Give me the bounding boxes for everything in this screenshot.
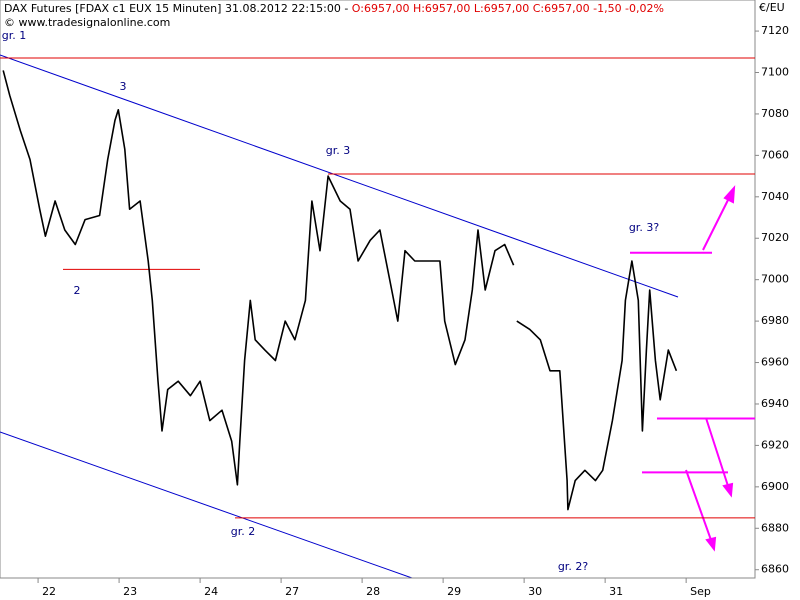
quote: O:6957,00 H:6957,00 L:6957,00 C:6957,00 … (352, 2, 664, 15)
header-line: DAX Futures [FDAX c1 EUX 15 Minuten] 31.… (4, 2, 664, 15)
trendlines (0, 54, 679, 578)
plot-area (0, 0, 756, 579)
arrow-head (723, 185, 736, 204)
y-tick-label: 6920 (761, 438, 789, 451)
y-tick-label: 7060 (761, 148, 789, 161)
annotation: gr. 3 (326, 144, 351, 157)
annotation: gr. 2 (231, 525, 256, 538)
y-tick-label: 6980 (761, 314, 789, 327)
y-tick-label: 7120 (761, 24, 789, 37)
y-tick-label: 6900 (761, 480, 789, 493)
y-tick-label: 7000 (761, 273, 789, 286)
upper-trendline (0, 54, 679, 298)
y-tick-label: 7080 (761, 107, 789, 120)
annotation: 2 (74, 284, 81, 297)
instrument: DAX Futures [FDAX c1 EUX 15 Minuten] 31.… (4, 2, 352, 15)
x-tick-label: 23 (123, 585, 137, 598)
arrow-down (705, 417, 729, 487)
projection-arrows (685, 185, 736, 552)
x-tick-label: 24 (204, 585, 218, 598)
y-tick-label: 7100 (761, 66, 789, 79)
y-tick-label: 6880 (761, 521, 789, 534)
y-tick-label: 6960 (761, 356, 789, 369)
x-tick-label: 22 (42, 585, 56, 598)
y-tick-label: 7040 (761, 190, 789, 203)
arrow-up (702, 195, 731, 251)
annotation: gr. 2? (558, 560, 588, 573)
annotation: gr. 3? (629, 221, 659, 234)
annotation: 3 (120, 80, 127, 93)
x-tick-label: Sep (690, 585, 711, 598)
arrow-head (722, 482, 734, 498)
arrow-head (705, 536, 717, 552)
x-tick-label: 28 (366, 585, 380, 598)
price-line (2, 70, 678, 511)
y-tick-label: 6860 (761, 563, 789, 576)
x-tick-label: 31 (609, 585, 623, 598)
y-tick-label: 7020 (761, 231, 789, 244)
x-tick-label: 30 (528, 585, 542, 598)
copyright: © www.tradesignalonline.com (4, 16, 170, 29)
arrow-down (685, 469, 712, 541)
lower-trendline (0, 431, 413, 578)
annotation: gr. 1 (2, 29, 27, 42)
y-axis-label: €/EU (759, 1, 785, 14)
x-tick-label: 29 (447, 585, 461, 598)
x-tick-label: 27 (285, 585, 299, 598)
y-tick-label: 6940 (761, 397, 789, 410)
